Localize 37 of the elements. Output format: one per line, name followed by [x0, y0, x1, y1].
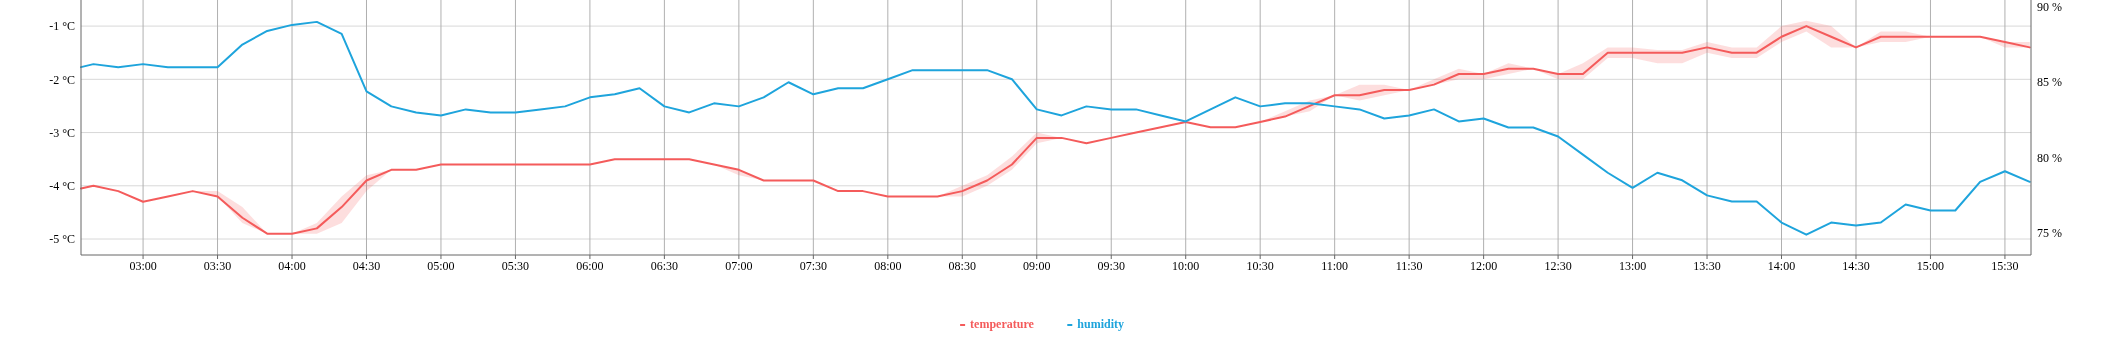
x-tick-label: 05:00 — [427, 259, 455, 273]
x-tick-label: 13:00 — [1618, 259, 1647, 273]
x-tick-label: 06:30 — [650, 259, 679, 273]
x-tick-label: 15:00 — [1916, 259, 1945, 273]
x-tick-label: 10:30 — [1246, 259, 1274, 273]
x-tick-label: 05:30 — [501, 259, 530, 273]
x-tick-label: 09:30 — [1097, 259, 1125, 273]
x-tick-label: 15:30 — [1991, 259, 2019, 273]
x-tick-label: 11:00 — [1321, 259, 1349, 273]
x-tick-label: 13:30 — [1693, 259, 1721, 273]
x-tick-label: 14:00 — [1767, 259, 1796, 273]
x-tick-label: 07:30 — [799, 259, 828, 273]
x-tick-label: 06:00 — [576, 259, 604, 273]
y-tick-label: -1 °C — [49, 19, 75, 34]
x-tick-label: 04:00 — [278, 259, 306, 273]
x-tick-label: 14:30 — [1842, 259, 1870, 273]
y-tick-label: -2 °C — [49, 72, 75, 87]
x-tick-label: 08:30 — [948, 259, 976, 273]
x-tick-label: 04:30 — [352, 259, 381, 273]
x-tick-label: 09:00 — [1023, 259, 1051, 273]
x-tick-label: 03:30 — [203, 259, 232, 273]
x-tick-label: 12:00 — [1469, 259, 1498, 273]
x-tick-label: 07:00 — [725, 259, 753, 273]
y2-tick-label: 85 % — [2037, 75, 2062, 90]
x-tick-label: 12:30 — [1544, 259, 1572, 273]
x-tick-label: 03:00 — [129, 259, 157, 273]
y-tick-label: -3 °C — [49, 125, 75, 140]
legend-label: humidity — [1077, 317, 1124, 331]
y2-tick-label: 80 % — [2037, 150, 2062, 165]
y-tick-label: -4 °C — [49, 178, 75, 193]
y2-tick-label: 90 % — [2037, 0, 2062, 15]
y-tick-label: -5 °C — [49, 232, 75, 247]
x-tick-label: 10:00 — [1172, 259, 1200, 273]
legend-label: temperature — [970, 317, 1035, 331]
x-tick-label: 11:30 — [1395, 259, 1423, 273]
x-tick-label: 08:00 — [874, 259, 902, 273]
y2-tick-label: 75 % — [2037, 226, 2062, 241]
